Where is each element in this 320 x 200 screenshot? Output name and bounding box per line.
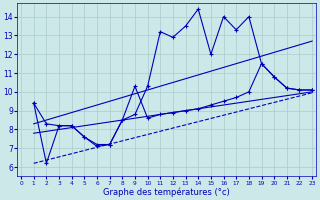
X-axis label: Graphe des températures (°c): Graphe des températures (°c) — [103, 187, 230, 197]
